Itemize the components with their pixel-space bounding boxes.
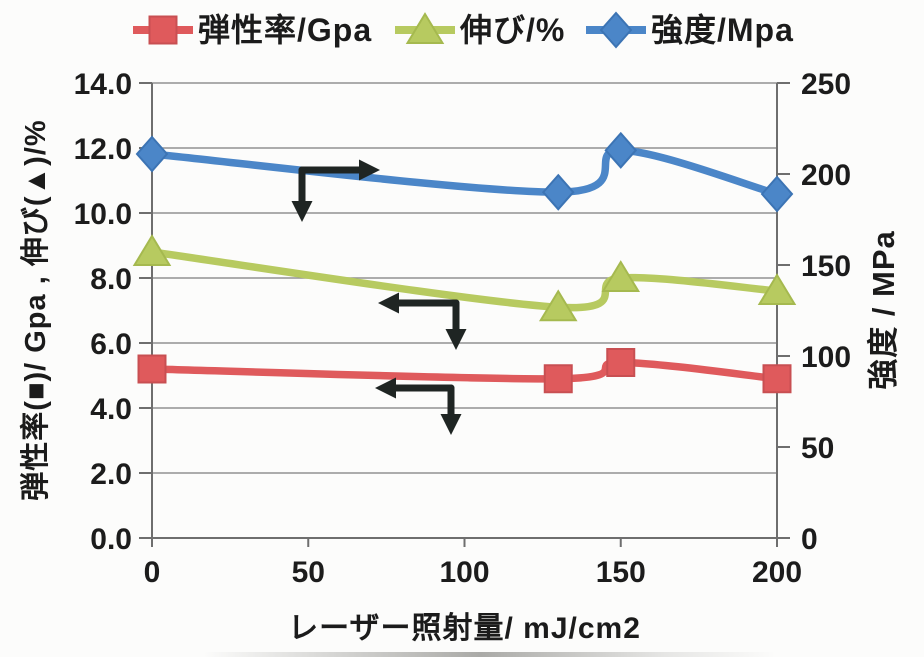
- svg-text:150: 150: [596, 556, 646, 589]
- svg-text:0.0: 0.0: [90, 523, 132, 556]
- svg-text:250: 250: [801, 68, 851, 101]
- scan-artifact-bottom-edge: [0, 652, 924, 657]
- right-axis-title: 強度 / MPa: [866, 230, 901, 390]
- series-diamond: [135, 131, 794, 213]
- tick-labels: 0.0 2.0 4.0 6.0 8.0 10.0 12.0 14.0 0 50 100 150 200 2…: [74, 68, 851, 589]
- blue-diamond-series-icon: [586, 11, 646, 49]
- series-triangle: [132, 234, 797, 322]
- svg-text:200: 200: [801, 159, 851, 192]
- legend-item-strength: 強度/Mpa: [584, 8, 794, 52]
- svg-text:50: 50: [801, 432, 834, 465]
- axes-and-ticks: [139, 82, 790, 547]
- svg-text:2.0: 2.0: [90, 458, 132, 491]
- left-axis-title: 弾性率(■)/ Gpa , 伸び(▲)/%: [20, 119, 52, 501]
- svg-text:6.0: 6.0: [90, 328, 132, 361]
- svg-text:14.0: 14.0: [74, 68, 132, 101]
- svg-text:150: 150: [801, 250, 851, 283]
- legend-label: 伸び/%: [460, 12, 566, 48]
- series-square: [137, 348, 792, 394]
- svg-text:10.0: 10.0: [74, 198, 132, 231]
- svg-text:4.0: 4.0: [90, 393, 132, 426]
- svg-text:50: 50: [292, 556, 325, 589]
- green-triangle-series-icon: [395, 12, 455, 44]
- red-square-series-icon: [133, 15, 193, 45]
- svg-text:200: 200: [752, 556, 802, 589]
- legend-item-elongation: 伸び/%: [393, 8, 565, 52]
- svg-text:12.0: 12.0: [74, 133, 132, 166]
- svg-text:100: 100: [801, 341, 851, 374]
- axis-indicator-arrows: [291, 159, 467, 435]
- svg-text:100: 100: [439, 556, 489, 589]
- legend-label: 強度/Mpa: [651, 12, 794, 48]
- svg-text:0: 0: [144, 556, 161, 589]
- svg-text:0: 0: [801, 523, 818, 556]
- gridlines: [152, 82, 777, 539]
- x-axis-title: レーザー照射量/ mJ/cm2: [288, 612, 641, 645]
- legend-item-elastic-modulus: 弾性率/Gpa: [131, 8, 372, 52]
- legend-label: 弾性率/Gpa: [198, 12, 373, 48]
- svg-text:8.0: 8.0: [90, 263, 132, 296]
